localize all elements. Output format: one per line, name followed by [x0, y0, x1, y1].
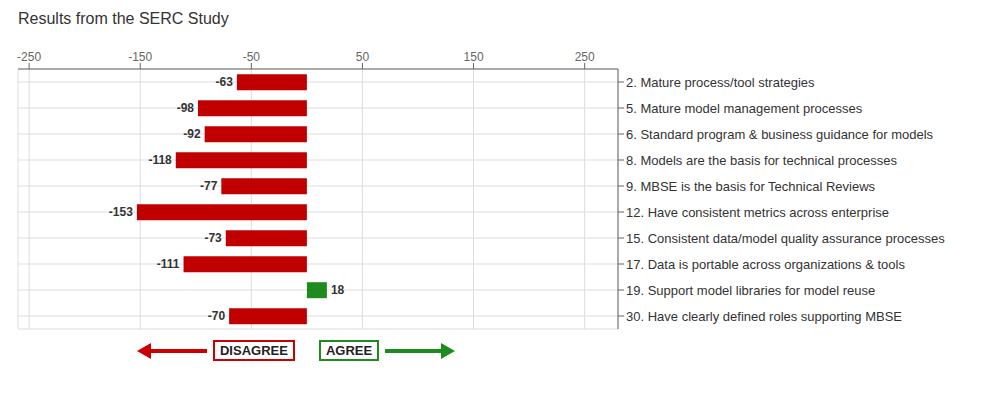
svg-text:-118: -118: [148, 153, 172, 167]
svg-text:30. Have clearly defined roles: 30. Have clearly defined roles supportin…: [626, 309, 902, 324]
svg-text:-63: -63: [216, 75, 234, 89]
svg-text:250: 250: [575, 50, 595, 64]
svg-text:-150: -150: [128, 50, 152, 64]
svg-text:-77: -77: [200, 179, 218, 193]
svg-text:15. Consistent data/model qual: 15. Consistent data/model quality assura…: [626, 231, 945, 246]
html-text:AGREE: AGREE: [325, 343, 373, 358]
svg-text:5. Mature model management pro: 5. Mature model management processes: [626, 101, 863, 116]
svg-text:-70: -70: [208, 309, 226, 323]
svg-text:6. Standard program & business: 6. Standard program & business guidance …: [626, 127, 934, 142]
html-text:DISAGREE: DISAGREE: [220, 343, 288, 358]
svg-text:-153: -153: [109, 205, 133, 219]
svg-text:18: 18: [331, 283, 345, 297]
svg-text:50: 50: [356, 50, 370, 64]
svg-text:150: 150: [464, 50, 484, 64]
svg-text:17. Data is portable across or: 17. Data is portable across organization…: [626, 257, 905, 272]
svg-text:-92: -92: [183, 127, 201, 141]
svg-text:9. MBSE is the basis for Techn: 9. MBSE is the basis for Technical Revie…: [626, 179, 876, 194]
svg-text:-250: -250: [17, 50, 41, 64]
svg-text:-98: -98: [177, 101, 195, 115]
svg-text:12. Have consistent metrics ac: 12. Have consistent metrics across enter…: [626, 205, 889, 220]
svg-text:19. Support model libraries fo: 19. Support model libraries for model re…: [626, 283, 875, 298]
html-text:Results from the SERC Study: Results from the SERC Study: [18, 10, 229, 27]
svg-text:-73: -73: [204, 231, 222, 245]
svg-text:-111: -111: [157, 257, 180, 271]
svg-text:-50: -50: [243, 50, 261, 64]
svg-text:8. Models are the basis for te: 8. Models are the basis for technical pr…: [626, 153, 897, 168]
svg-text:2. Mature process/tool strateg: 2. Mature process/tool strategies: [626, 75, 815, 90]
